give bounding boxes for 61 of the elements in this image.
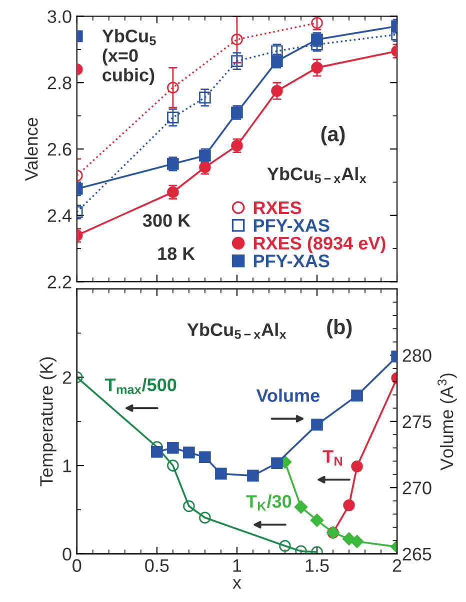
y-tick-label: 2.4 (48, 209, 72, 222)
x-tick-label: 1.5 (306, 559, 329, 572)
y-tick-label: 0 (62, 548, 72, 561)
point (351, 390, 363, 402)
annotation: 300 K (142, 214, 190, 227)
point (311, 418, 323, 431)
point (151, 446, 163, 458)
y-tick-label: 2.8 (48, 76, 72, 90)
y-axis-title: Valence (24, 118, 38, 181)
annotation: YbCu$_{5−x}$Al$_{x}$ (187, 322, 286, 339)
y-tick-label: 3.0 (48, 10, 72, 23)
series-label: T$_{K}$/30 (246, 494, 292, 510)
y2-tick-label: 265 (402, 548, 432, 561)
series-label: T$_{max}$/500 (105, 378, 176, 394)
annotation: 18 K (158, 247, 196, 260)
legend-label: RXES (8934 eV) (254, 236, 386, 254)
point (199, 512, 211, 524)
y2-tick-label: 270 (402, 482, 432, 494)
point (247, 470, 259, 482)
point (310, 514, 324, 527)
point (351, 460, 363, 472)
point (231, 55, 243, 67)
point (215, 468, 227, 480)
series-label: T$_{N}$ (322, 450, 342, 466)
point (183, 500, 195, 512)
point (167, 442, 179, 454)
series-label: Volume (256, 388, 320, 402)
y-tick-label: 1 (63, 460, 72, 472)
point (343, 499, 355, 512)
point (279, 540, 291, 552)
x-tick-label: 0.5 (145, 559, 169, 572)
point (199, 451, 211, 464)
point (294, 500, 308, 514)
annotation: YbCu$_{5}$ (x=0 cubic) (102, 29, 156, 85)
point (167, 460, 179, 472)
point (167, 82, 179, 94)
x-axis-title: x (232, 579, 242, 589)
legend-label: RXES (254, 201, 302, 214)
legend-label: PFY-XAS (254, 254, 330, 268)
annotation: (b) (327, 318, 352, 338)
point (311, 62, 323, 74)
y-tick-label: 2 (62, 371, 72, 384)
point (183, 446, 195, 458)
point (271, 85, 283, 97)
point (199, 92, 211, 104)
point (350, 534, 364, 548)
y-tick-label: 2.6 (48, 142, 72, 156)
y2-tick-label: 280 (402, 349, 432, 362)
point (271, 457, 283, 470)
y2-tick-label: 275 (402, 415, 432, 428)
x-tick-label: 2 (392, 559, 402, 572)
point (231, 34, 243, 46)
y-tick-label: 2.2 (48, 276, 72, 288)
x-tick-label: 1 (233, 559, 242, 572)
y2-axis-title: Volume (A$^{3}$) (438, 374, 457, 470)
x-tick-label: 0 (72, 559, 82, 572)
legend-label: PFY-XAS (254, 219, 330, 232)
annotation: YbCu$_{5−x}$Al$_{x}$ (267, 167, 366, 184)
y-axis-title: Temperature (K) (40, 357, 56, 486)
point (167, 112, 179, 124)
annotation: (a) (321, 126, 345, 146)
